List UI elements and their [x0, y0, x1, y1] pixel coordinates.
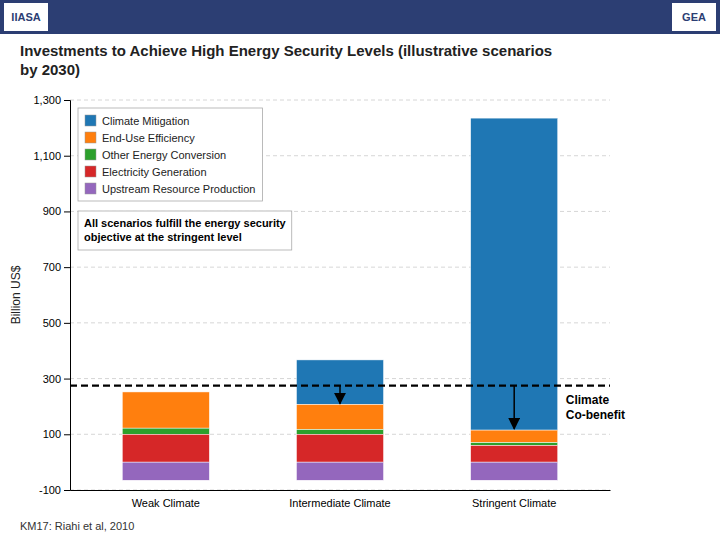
footer: KM17: Riahi et al, 2010 — [20, 520, 134, 532]
y-tick-label: 1,100 — [33, 150, 61, 162]
bar — [296, 404, 383, 429]
bar — [296, 434, 383, 462]
y-tick-mark — [64, 100, 70, 101]
bar — [122, 428, 209, 434]
y-tick-mark — [64, 323, 70, 324]
legend-label: Electricity Generation — [102, 166, 207, 178]
bar-series — [122, 462, 557, 480]
y-axis-title: Billion US$ — [9, 265, 23, 324]
y-tick-label: 100 — [43, 428, 61, 440]
legend-swatch — [85, 166, 96, 177]
legend-label: Other Energy Conversion — [102, 149, 226, 161]
y-tick-label: 900 — [43, 205, 61, 217]
bar-series — [296, 118, 557, 430]
legend-box — [78, 108, 262, 201]
y-tick: 1,100 — [33, 150, 70, 162]
bar-series — [122, 434, 557, 462]
bar — [122, 462, 209, 480]
bar — [122, 434, 209, 462]
title-line: Investments to Achieve High Energy Secur… — [20, 42, 552, 59]
bar — [122, 392, 209, 428]
y-tick-label: 300 — [43, 373, 61, 385]
arrow — [339, 386, 341, 404]
annotation-box — [78, 211, 292, 250]
y-tick-mark — [64, 490, 70, 491]
x-tick-label: Intermediate Climate — [289, 497, 391, 509]
y-tick-mark — [64, 156, 70, 157]
y-axis-line — [64, 101, 71, 491]
plot-area — [70, 118, 610, 480]
annotation: All scenarios fulfill the energy securit… — [78, 211, 292, 250]
bar — [471, 462, 558, 480]
legend: Climate Mitigation End-Use Efficiency Othe… — [78, 108, 262, 201]
y-tick-mark — [64, 211, 70, 212]
legend-item: Climate Mitigation — [85, 115, 189, 127]
legend-item: End-Use Efficiency — [85, 132, 195, 144]
bar — [471, 445, 558, 462]
y-tick-mark — [64, 267, 70, 268]
header-logo-box — [4, 3, 48, 31]
y-tick-label: 1,300 — [33, 94, 61, 106]
x-axis: Weak Climate Intermediate Climate Stringen… — [71, 490, 611, 509]
y-tick: 900 — [43, 205, 70, 217]
y-tick: 500 — [43, 317, 70, 329]
y-tick: 300 — [43, 373, 70, 385]
y-tick: 700 — [43, 261, 70, 273]
legend-swatch — [85, 115, 96, 126]
x-tick: Intermediate Climate — [289, 490, 391, 509]
bar — [296, 360, 383, 405]
bar — [471, 118, 558, 430]
annotation-text: All scenarios fulfill the energy securit… — [84, 217, 287, 243]
annotation-line: objective at the stringent level — [84, 231, 242, 243]
header-logo-label: IIASA — [11, 11, 40, 23]
grid — [70, 100, 610, 490]
x-tick-label: Stringent Climate — [472, 497, 556, 509]
grid-line — [70, 100, 610, 101]
arrow-label-line: Climate — [566, 393, 610, 407]
legend-item: Upstream Resource Production — [85, 183, 255, 195]
y-tick: 100 — [43, 428, 70, 440]
legend-swatch — [85, 183, 96, 194]
arrow — [513, 386, 515, 429]
header-logo-label: GEA — [682, 11, 706, 23]
y-tick-label: -100 — [39, 484, 61, 496]
legend-swatch — [85, 132, 96, 143]
legend-label: End-Use Efficiency — [102, 132, 195, 144]
annotation-line: All scenarios fulfill the energy securit… — [84, 217, 287, 229]
bar — [296, 462, 383, 480]
arrow-label: ClimateCo-benefit — [566, 393, 625, 422]
header: IIASA GEA — [0, 0, 720, 34]
legend-item: Electricity Generation — [85, 166, 207, 178]
legend-label: Upstream Resource Production — [102, 183, 255, 195]
grid-line — [70, 490, 610, 491]
y-tick-mark — [64, 379, 70, 380]
x-tick-label: Weak Climate — [132, 497, 200, 509]
legend-item: Other Energy Conversion — [85, 149, 226, 161]
y-tick-mark — [64, 434, 70, 435]
y-axis: -100 100 300 500 700 900 1,100 1,300 — [33, 94, 70, 496]
y-tick: 1,300 — [33, 94, 70, 106]
header-band — [0, 0, 720, 34]
title-line: by 2030) — [20, 61, 80, 78]
legend-label: Climate Mitigation — [102, 115, 189, 127]
arrow-label-line: Co-benefit — [566, 408, 625, 422]
header-logo-box — [672, 3, 716, 31]
x-tick: Stringent Climate — [472, 490, 556, 509]
x-axis-line — [71, 490, 611, 491]
x-tick: Weak Climate — [132, 490, 200, 509]
y-tick-label: 500 — [43, 317, 61, 329]
y-tick-label: 700 — [43, 261, 61, 273]
title: Investments to Achieve High Energy Secur… — [20, 42, 552, 78]
bar — [471, 430, 558, 443]
bar — [471, 443, 558, 446]
y-tick: -100 — [39, 484, 70, 496]
bar — [296, 430, 383, 435]
chart: IIASA GEA Investments to Achieve High Ener… — [0, 0, 720, 540]
legend-swatch — [85, 149, 96, 160]
